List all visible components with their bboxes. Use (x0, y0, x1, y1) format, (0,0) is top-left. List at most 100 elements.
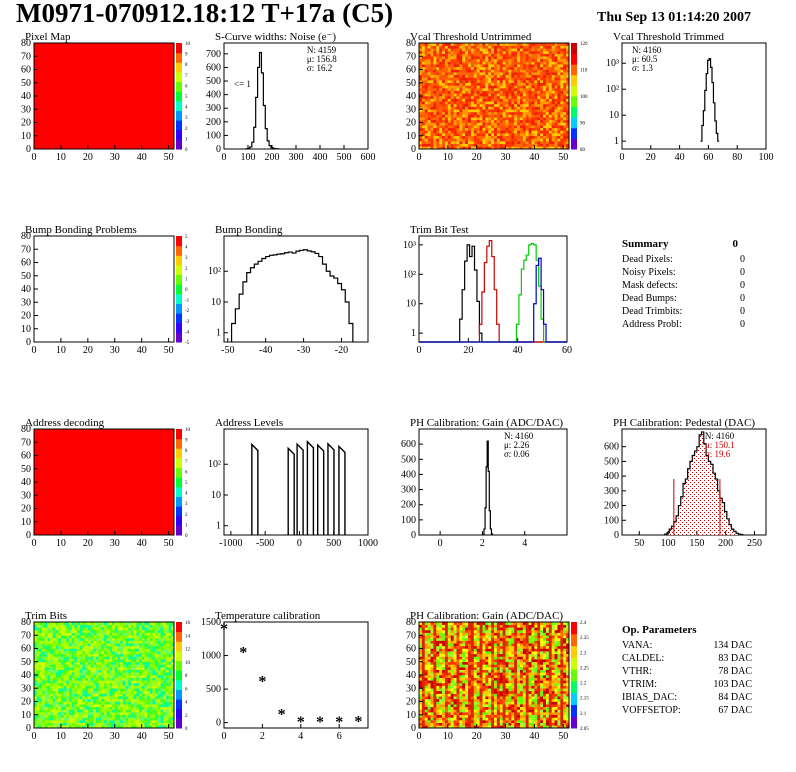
heatmap-cell (93, 693, 97, 697)
heatmap-cell (494, 98, 498, 102)
heatmap-cell (436, 690, 440, 694)
heatmap-cell (144, 659, 148, 663)
heatmap-cell (551, 56, 555, 60)
heatmap-cell (112, 653, 116, 657)
heatmap-cell (531, 93, 535, 97)
heatmap-cell (424, 74, 428, 78)
heatmap-cell (424, 138, 428, 142)
heatmap-cell (58, 696, 62, 700)
heatmap-cell (66, 725, 70, 729)
heatmap-cell (528, 109, 532, 113)
heatmap-cell (566, 117, 570, 121)
heatmap-cell (540, 93, 544, 97)
heatmap-cell (551, 138, 555, 142)
heatmap-cell (433, 653, 437, 657)
heatmap-cell (157, 698, 161, 702)
heatmap-cell (468, 85, 472, 89)
heatmap-cell (63, 640, 67, 644)
heatmap-cell (130, 685, 134, 689)
heatmap-cell (505, 98, 509, 102)
heatmap-cell (82, 667, 86, 670)
colorbar-label: 14 (185, 634, 191, 639)
y-tick-label: 0 (26, 144, 31, 155)
heatmap-cell (427, 56, 431, 60)
heatmap-cell (133, 643, 137, 647)
heatmap-cell (453, 119, 457, 123)
heatmap-cell (551, 130, 555, 134)
heatmap-cell (439, 622, 443, 625)
heatmap-cell (85, 698, 89, 702)
heatmap-cell (117, 712, 121, 716)
heatmap-cell (141, 704, 145, 708)
heatmap-cell (74, 682, 78, 686)
heatmap-cell (50, 680, 54, 684)
heatmap-cell (525, 127, 529, 131)
heatmap-cell (419, 101, 423, 105)
heatmap-cell (444, 720, 449, 723)
heatmap-cell (50, 629, 54, 633)
heatmap-cell (519, 122, 524, 126)
heatmap-cell (66, 635, 70, 639)
heatmap-cell (87, 709, 91, 713)
heatmap-cell (470, 48, 475, 52)
heatmap-cell (462, 141, 466, 144)
heatmap-cell (136, 672, 140, 676)
heatmap-cell (531, 143, 535, 147)
heatmap-cell (566, 96, 570, 99)
heatmap-cell (50, 696, 54, 700)
heatmap-cell (427, 77, 431, 81)
heatmap-cell (439, 125, 443, 129)
heatmap-cell (485, 53, 489, 57)
heatmap-cell (114, 661, 118, 665)
heatmap-cell (519, 48, 524, 52)
heatmap-cell (514, 58, 518, 62)
heatmap-cell (74, 661, 78, 665)
heatmap-cell (459, 48, 463, 52)
heatmap-cell (155, 661, 159, 665)
heatmap-cell (104, 622, 107, 625)
heatmap-cell (494, 85, 498, 89)
heatmap-cell (502, 109, 506, 113)
heatmap-cell (421, 685, 426, 689)
heatmap-cell (462, 93, 466, 97)
heatmap-cell (450, 677, 454, 681)
heatmap-cell (98, 725, 102, 729)
heatmap-cell (117, 706, 121, 710)
heatmap-cell (66, 722, 70, 726)
heatmap-cell (430, 669, 434, 673)
heatmap-cell (482, 111, 486, 115)
heatmap-cell (439, 648, 443, 652)
heatmap-cell (104, 693, 107, 697)
heatmap-cell (160, 624, 164, 628)
heatmap-cell (548, 101, 552, 105)
heatmap-cell (133, 661, 137, 665)
heatmap-cell (163, 675, 167, 678)
heatmap-cell (98, 701, 102, 705)
heatmap-cell (470, 127, 475, 131)
heatmap-cell (476, 56, 480, 60)
heatmap-cell (502, 64, 506, 68)
heatmap-cell (122, 698, 126, 702)
heatmap-cell (514, 117, 518, 121)
heatmap-cell (436, 143, 440, 147)
heatmap-cell (439, 709, 443, 713)
heatmap-cell (71, 675, 75, 678)
heatmap-cell (476, 96, 480, 99)
heatmap-cell (439, 656, 443, 660)
heatmap-cell (485, 93, 489, 97)
heatmap-cell (459, 127, 463, 131)
heatmap-cell (450, 74, 454, 78)
heatmap-cell (447, 127, 452, 131)
heatmap-cell (160, 682, 164, 686)
heatmap-cell (505, 130, 509, 134)
heatmap-cell (447, 141, 452, 144)
heatmap-cell (165, 680, 169, 684)
heatmap-cell (479, 143, 483, 147)
heatmap-cell (439, 696, 443, 700)
heatmap-cell (496, 43, 501, 46)
heatmap-cell (71, 669, 75, 673)
heatmap-cell (456, 675, 460, 678)
heatmap-cell (450, 130, 454, 134)
heatmap-cell (511, 90, 515, 94)
heatmap-cell (112, 632, 116, 636)
